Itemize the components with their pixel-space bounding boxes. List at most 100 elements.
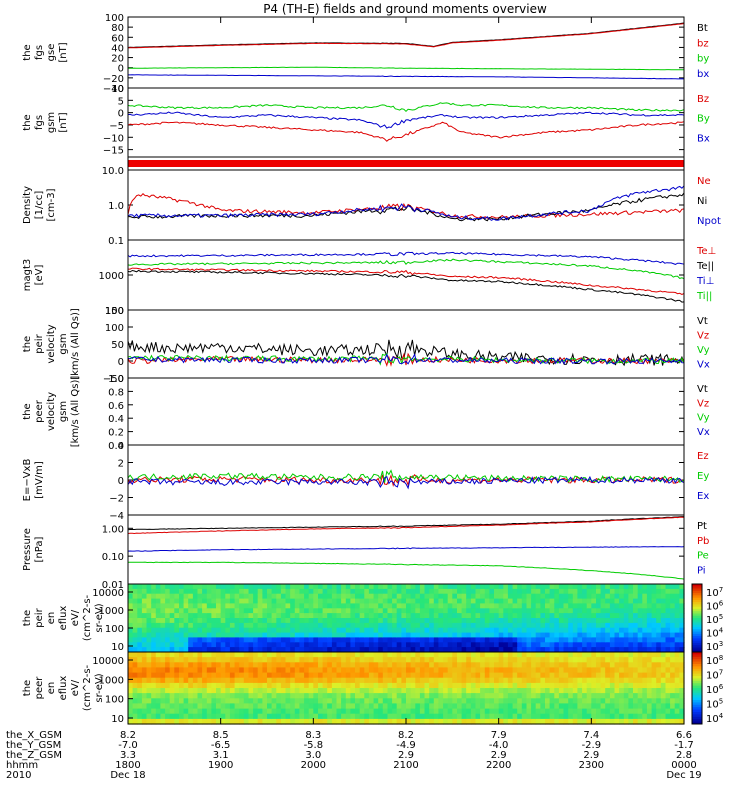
- spectrogram-cell: [494, 682, 500, 689]
- spectrogram-cell: [234, 718, 240, 725]
- spectrogram-cell: [336, 693, 342, 699]
- spectrogram-cell: [596, 677, 602, 684]
- spectrogram-cell: [637, 682, 643, 689]
- spectrogram-cell: [151, 647, 157, 653]
- spectrogram-cell: [600, 693, 606, 699]
- spectrogram-cell: [656, 618, 662, 624]
- spectrogram-cell: [429, 647, 435, 653]
- spectrogram-cell: [549, 632, 555, 639]
- spectrogram-cell: [188, 682, 194, 689]
- spectrogram-cell: [457, 637, 463, 643]
- spectrogram-cell: [489, 688, 495, 694]
- spectrogram-cell: [239, 652, 245, 658]
- spectrogram-cell: [276, 593, 282, 600]
- spectrogram-cell: [665, 632, 671, 639]
- spectrogram-cell: [651, 618, 657, 624]
- ytick-label: 100: [105, 323, 124, 334]
- spectrogram-cell: [341, 677, 347, 684]
- spectrogram-cell: [586, 588, 592, 595]
- spectrogram-cell: [452, 642, 458, 648]
- spectrogram-cell: [257, 588, 263, 595]
- spectrogram-cell: [651, 682, 657, 689]
- spectrogram-cell: [470, 632, 477, 639]
- spectrogram-cell: [642, 647, 648, 653]
- spectrogram-cell: [656, 703, 662, 710]
- spectrogram-cell: [192, 667, 199, 674]
- spectrogram-cell: [183, 657, 189, 663]
- spectrogram-cell: [637, 652, 643, 658]
- spectrogram-cell: [294, 588, 300, 595]
- spectrogram-cell: [660, 627, 666, 634]
- spectrogram-cell: [341, 672, 347, 679]
- spectrogram-cell: [206, 708, 212, 715]
- spectrogram-cell: [220, 588, 226, 595]
- spectrogram-cell: [586, 622, 592, 629]
- spectrogram-cell: [128, 642, 134, 648]
- spectrogram-cell: [151, 632, 157, 639]
- spectrogram-cell: [609, 603, 616, 609]
- spectrogram-cell: [294, 652, 300, 658]
- spectrogram-cell: [646, 613, 653, 619]
- spectrogram-cell: [271, 708, 277, 715]
- spectrogram-cell: [392, 693, 398, 699]
- spectrogram-cell: [517, 672, 523, 679]
- spectrogram-cell: [396, 693, 402, 699]
- spectrogram-cell: [480, 677, 486, 684]
- spectrogram-cell: [206, 618, 212, 624]
- spectrogram-cell: [169, 622, 175, 629]
- spectrogram-cell: [545, 603, 551, 609]
- spectrogram-cell: [503, 637, 509, 643]
- spectrogram-cell: [225, 708, 231, 715]
- spectrogram-cell: [151, 642, 157, 648]
- spectrogram-cell: [141, 713, 148, 720]
- spectrogram-cell: [517, 667, 523, 674]
- spectrogram-cell: [470, 662, 477, 668]
- spectrogram-cell: [229, 618, 236, 624]
- spectrogram-cell: [605, 693, 611, 699]
- spectrogram-cell: [197, 593, 203, 600]
- spectrogram-cell: [651, 647, 657, 653]
- colorbar-segment: [692, 593, 702, 596]
- spectrogram-cell: [322, 703, 328, 710]
- spectrogram-cell: [568, 613, 574, 619]
- spectrogram-cell: [336, 608, 342, 614]
- spectrogram-cell: [419, 622, 426, 629]
- spectrogram-cell: [470, 718, 477, 725]
- spectrogram-cell: [665, 703, 671, 710]
- spectrogram-cell: [494, 642, 500, 648]
- spectrogram-cell: [341, 642, 347, 648]
- spectrogram-cell: [262, 677, 268, 684]
- spectrogram-cell: [494, 647, 500, 653]
- spectrogram-cell: [262, 667, 268, 674]
- spectrogram-cell: [642, 703, 648, 710]
- spectrogram-cell: [368, 613, 375, 619]
- spectrogram-cell: [327, 627, 333, 634]
- spectrogram-cell: [160, 662, 166, 668]
- spectrogram-cell: [368, 667, 375, 674]
- spectrogram-cell: [294, 632, 300, 639]
- spectrogram-cell: [470, 703, 477, 710]
- spectrogram-cell: [540, 603, 546, 609]
- spectrogram-cell: [132, 584, 138, 590]
- spectrogram-cell: [461, 584, 467, 590]
- spectrogram-cell: [600, 688, 606, 694]
- spectrogram-cell: [345, 632, 351, 639]
- spectrogram-cell: [280, 627, 287, 634]
- spectrogram-cell: [406, 652, 412, 658]
- spectrogram-cell: [146, 603, 152, 609]
- spectrogram-cell: [197, 718, 203, 725]
- spectrogram-cell: [572, 703, 578, 710]
- spectrogram-cell: [364, 632, 370, 639]
- spectrogram-cell: [507, 672, 514, 679]
- spectrogram-cell: [447, 672, 453, 679]
- spectrogram-cell: [660, 662, 666, 668]
- spectrogram-cell: [318, 593, 324, 600]
- colorbar-segment: [692, 645, 702, 648]
- spectrogram-cell: [656, 662, 662, 668]
- spectrogram-cell: [364, 703, 370, 710]
- spectrogram-cell: [429, 622, 435, 629]
- spectrogram-cell: [169, 618, 175, 624]
- spectrogram-cell: [628, 682, 634, 689]
- spectrogram-cell: [336, 713, 342, 720]
- spectrogram-cell: [480, 713, 486, 720]
